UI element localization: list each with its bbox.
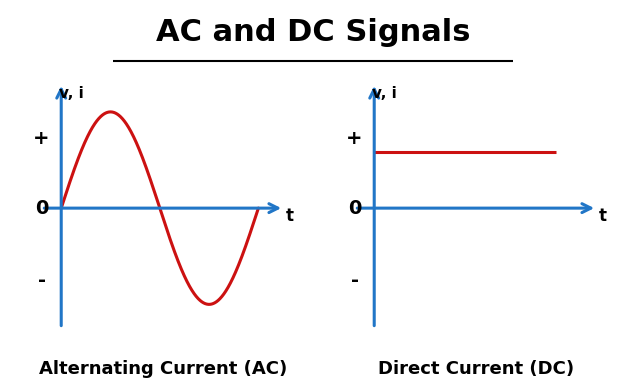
Text: +: + (346, 129, 362, 148)
Text: v, i: v, i (59, 86, 84, 101)
Text: 0: 0 (348, 199, 361, 218)
Text: AC and DC Signals: AC and DC Signals (156, 18, 470, 47)
Text: Alternating Current (AC): Alternating Current (AC) (39, 361, 287, 378)
Text: 0: 0 (35, 199, 48, 218)
Text: -: - (38, 271, 46, 290)
Text: t: t (286, 207, 294, 225)
Text: +: + (33, 129, 49, 148)
Text: t: t (599, 207, 607, 225)
Text: Direct Current (DC): Direct Current (DC) (377, 361, 574, 378)
Text: v, i: v, i (372, 86, 397, 101)
Text: -: - (351, 271, 359, 290)
